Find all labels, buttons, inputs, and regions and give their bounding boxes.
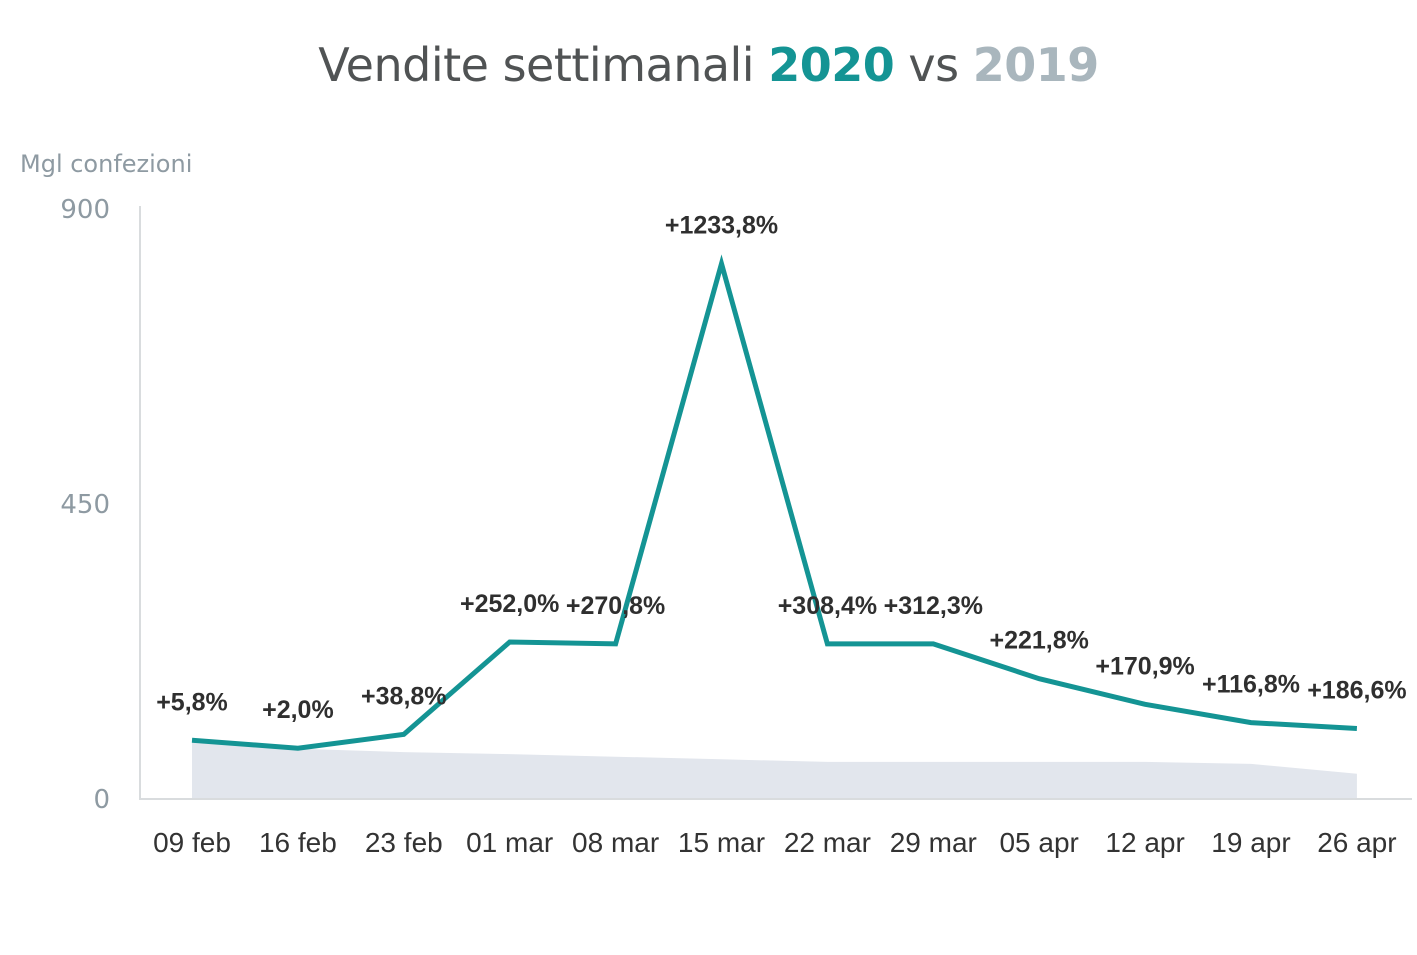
data-label: +308,4% xyxy=(778,592,877,620)
axes xyxy=(139,206,1412,800)
data-label: +312,3% xyxy=(884,592,983,620)
y-tick-label: 900 xyxy=(60,195,110,225)
series-2020-line-layer xyxy=(191,254,1358,751)
series-2019-area xyxy=(192,742,1357,798)
x-ticks: 09 feb 16 feb 23 feb 01 mar 08 mar 15 mar 22 m… xyxy=(153,827,1397,858)
x-tick-label: 22 mar xyxy=(784,827,871,858)
title-vs: vs xyxy=(894,38,973,92)
x-tick-label: 12 apr xyxy=(1105,827,1184,858)
data-label: +38,8% xyxy=(361,682,447,710)
x-tick-label: 08 mar xyxy=(572,827,659,858)
data-label: +270,8% xyxy=(566,592,665,620)
x-tick-label: 23 feb xyxy=(365,827,443,858)
title-year-2019: 2019 xyxy=(972,38,1100,92)
title-year-2020: 2020 xyxy=(768,38,895,92)
data-label: +252,0% xyxy=(460,590,559,618)
data-label: +116,8% xyxy=(1202,671,1300,699)
data-label: +1233,8% xyxy=(665,212,778,240)
x-tick-label: 26 apr xyxy=(1317,827,1396,858)
x-tick-label: 29 mar xyxy=(890,827,977,858)
data-label: +186,6% xyxy=(1307,677,1406,705)
x-tick-label: 19 apr xyxy=(1211,827,1290,858)
series-2019-area-layer xyxy=(192,742,1357,798)
data-label: +5,8% xyxy=(156,688,228,716)
y-tick-label: 0 xyxy=(93,785,110,815)
x-tick-label: 05 apr xyxy=(999,827,1078,858)
y-tick-label: 450 xyxy=(60,490,110,520)
x-tick-label: 15 mar xyxy=(678,827,765,858)
data-label: +221,8% xyxy=(990,627,1089,655)
x-tick-label: 16 feb xyxy=(259,827,337,858)
y-ticks: 0 450 900 xyxy=(60,195,110,815)
series-2020-line xyxy=(191,254,1358,751)
data-label: +170,9% xyxy=(1095,652,1194,680)
title-prefix: Vendite settimanali xyxy=(318,38,769,92)
data-label: +2,0% xyxy=(262,696,334,724)
chart-title: Vendite settimanali 2020 vs 2019 xyxy=(0,38,1417,92)
x-tick-label: 09 feb xyxy=(153,827,231,858)
y-axis-label: Mgl confezioni xyxy=(20,150,192,178)
data-labels: +5,8% +2,0% +38,8% +252,0% +270,8% +1233,8% +3… xyxy=(156,212,1406,724)
x-tick-label: 01 mar xyxy=(466,827,553,858)
